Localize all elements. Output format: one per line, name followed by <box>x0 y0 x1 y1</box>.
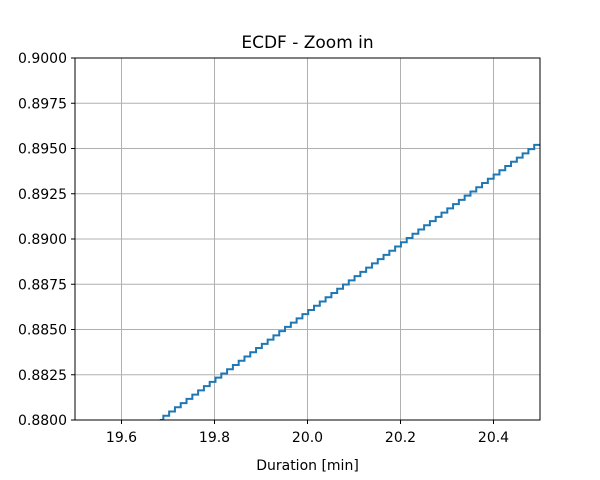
x-tick-label: 20.4 <box>478 430 509 446</box>
y-tick-label: 0.8875 <box>18 277 67 293</box>
y-tick-label: 0.8925 <box>18 187 67 203</box>
x-tick-label: 20.0 <box>292 430 323 446</box>
grid-lines <box>75 57 540 421</box>
x-tick-label: 19.8 <box>199 430 230 446</box>
x-tick-label: 20.2 <box>385 430 416 446</box>
chart-title: ECDF - Zoom in <box>241 33 373 53</box>
ecdf-step-line <box>159 143 540 420</box>
x-axis-label: Duration [min] <box>256 458 359 474</box>
x-tick-label: 19.6 <box>106 430 137 446</box>
y-tick-label: 0.8950 <box>18 142 67 158</box>
y-tick-label: 0.8900 <box>18 232 67 248</box>
y-tick-label: 0.8800 <box>18 413 67 429</box>
y-tick-label: 0.9000 <box>18 51 67 67</box>
y-tick-label: 0.8975 <box>18 96 67 112</box>
plot-area <box>159 143 540 420</box>
y-tick-label: 0.8850 <box>18 323 67 339</box>
y-tick-label: 0.8825 <box>18 368 67 384</box>
axis-ticks: 19.6 19.8 20.0 20.2 20.4 0.8800 0.8825 0.8850 0.… <box>18 51 509 446</box>
plot-frame <box>74 57 541 421</box>
